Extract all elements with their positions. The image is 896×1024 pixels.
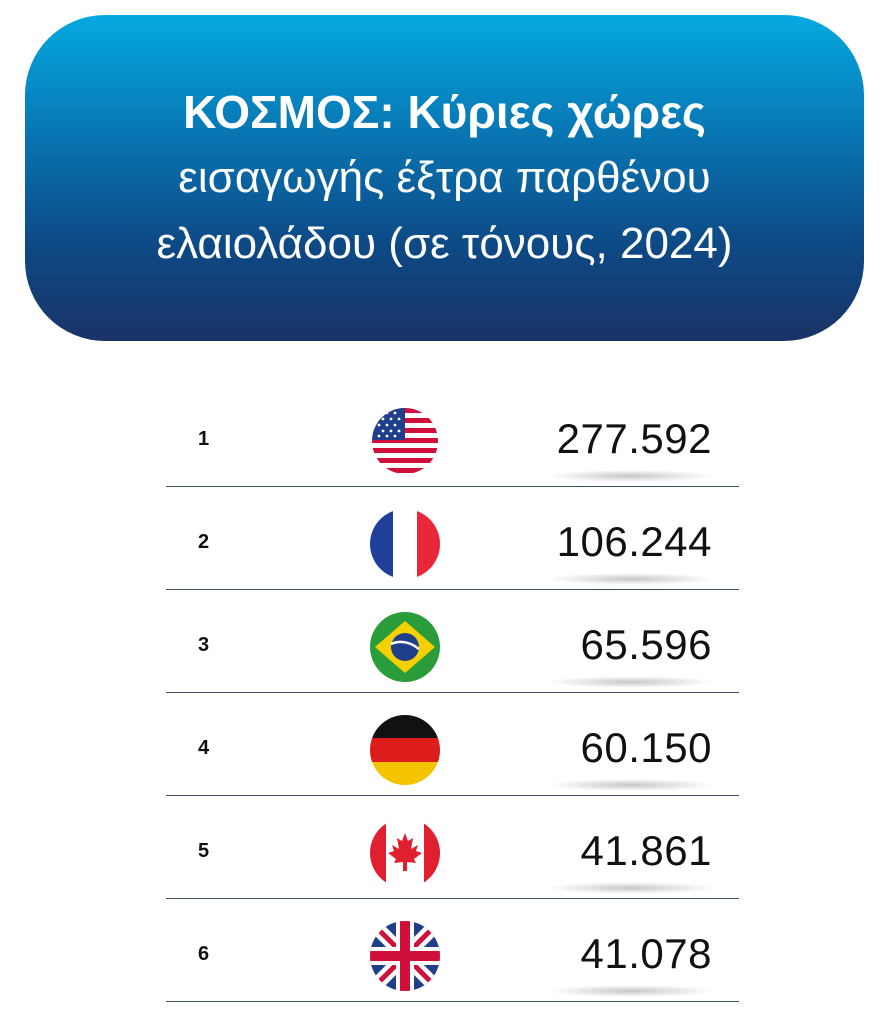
value-label: 41.078 xyxy=(580,930,712,977)
rank-label: 2 xyxy=(198,531,210,553)
rank-label: 6 xyxy=(198,943,210,965)
value-label: 106.244 xyxy=(556,518,712,565)
rank-label: 5 xyxy=(198,840,210,862)
brazil-flag-icon xyxy=(369,611,441,683)
table-row: 4 60.150 xyxy=(166,693,739,796)
value-label: 65.596 xyxy=(580,621,712,668)
ranking-table: 1 xyxy=(166,384,739,1002)
table-row: 5 41.861 xyxy=(166,796,739,899)
value-label: 41.861 xyxy=(580,827,712,874)
table-row: 3 65.596 xyxy=(166,590,739,693)
uk-flag-icon xyxy=(369,920,441,992)
table-row: 6 41.078 xyxy=(166,899,739,1002)
germany-flag-icon xyxy=(369,714,441,786)
value-label: 60.150 xyxy=(580,724,712,771)
title-line-3: ελαιολάδου (σε τόνους, 2024) xyxy=(156,219,733,268)
title-bold-line: ΚΟΣΜΟΣ: Κύριες χώρες xyxy=(183,86,706,138)
value-label: 277.592 xyxy=(556,415,712,462)
rank-label: 4 xyxy=(198,737,210,759)
rank-label: 1 xyxy=(198,428,210,450)
title-line-2: εισαγωγής έξτρα παρθένου xyxy=(178,153,711,202)
canada-flag-icon xyxy=(369,817,441,889)
table-row: 1 xyxy=(166,384,739,487)
title-banner: ΚΟΣΜΟΣ: Κύριες χώρες εισαγωγής έξτρα παρ… xyxy=(25,15,864,341)
france-flag-icon xyxy=(369,508,441,580)
usa-flag-icon xyxy=(369,405,441,477)
rank-label: 3 xyxy=(198,634,210,656)
table-row: 2 106.244 xyxy=(166,487,739,590)
